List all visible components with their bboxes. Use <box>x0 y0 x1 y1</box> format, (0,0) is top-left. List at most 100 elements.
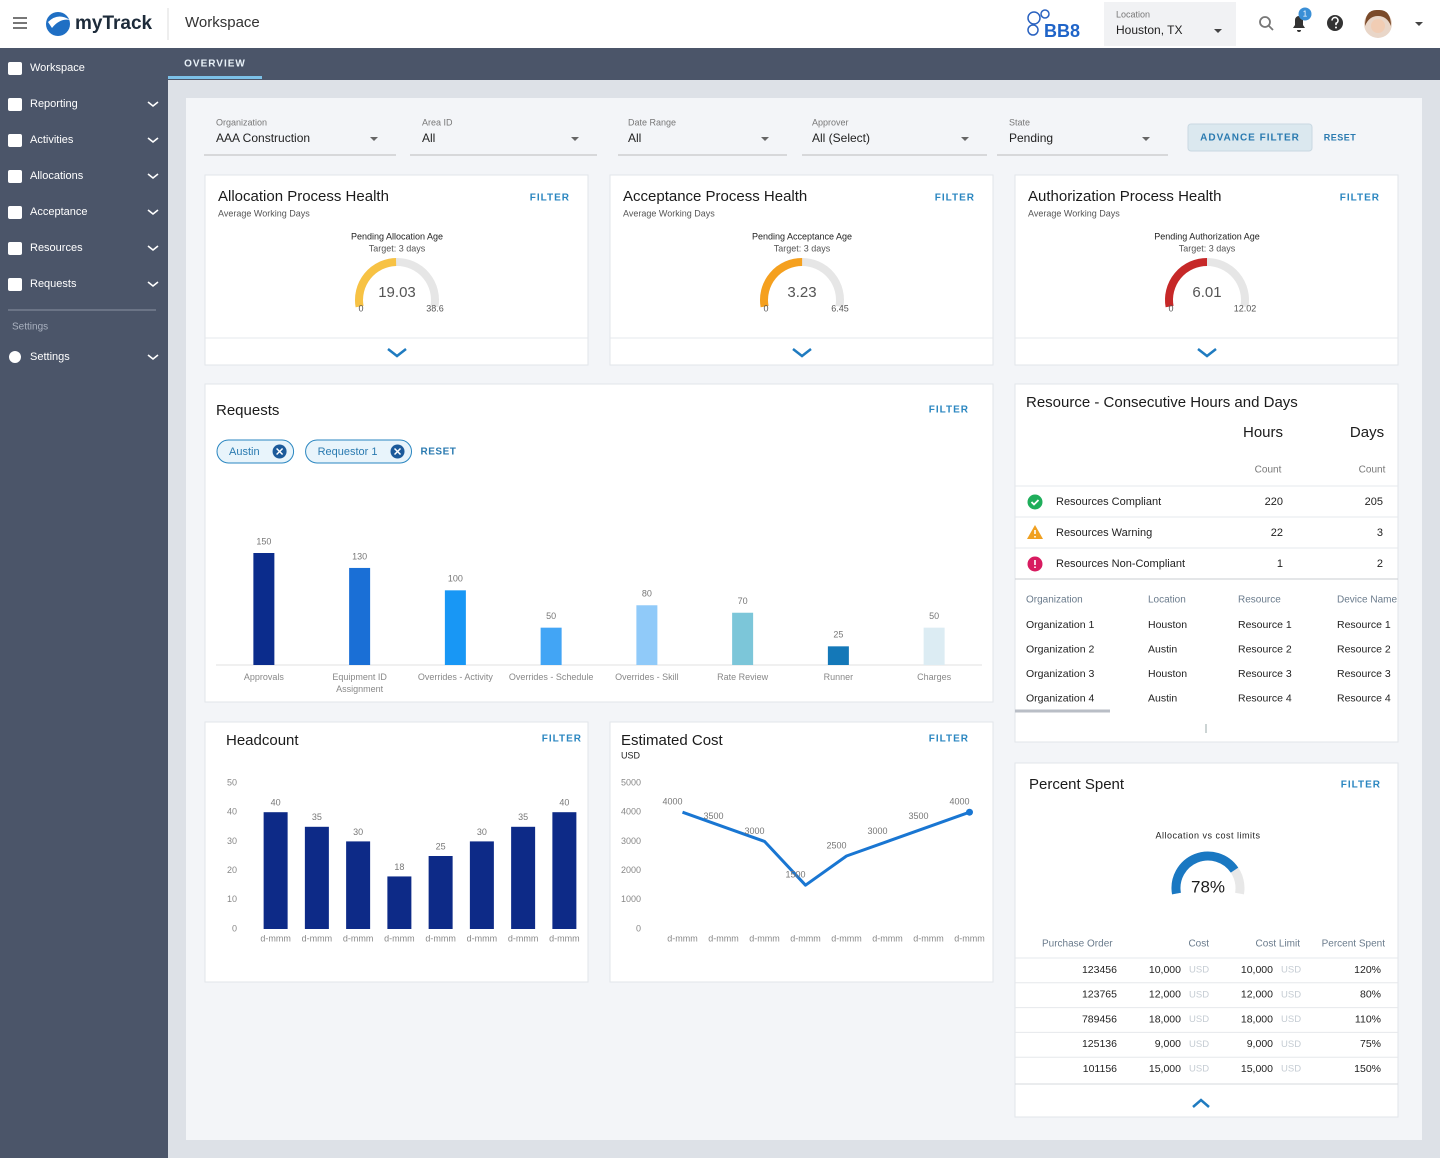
nav-item[interactable]: Workspace <box>30 62 85 74</box>
cell: 110% <box>1355 1013 1381 1025</box>
filter-value[interactable]: All <box>422 131 435 145</box>
cell: 12,000 <box>1241 989 1273 1001</box>
category-label: Charges <box>917 672 951 682</box>
advance-filter[interactable]: ADVANCE FILTER <box>1200 133 1300 144</box>
filter-button[interactable]: FILTER <box>542 734 582 745</box>
value-label: 30 <box>477 827 487 837</box>
cell: Resource 2 <box>1238 643 1292 655</box>
chip[interactable]: Austin <box>216 439 295 464</box>
expand-button[interactable] <box>1192 1098 1210 1108</box>
category-label: Overrides - Activity <box>417 672 493 682</box>
card-subtitle: Average Working Days <box>1028 208 1120 218</box>
cell: 75% <box>1360 1038 1381 1050</box>
filter-label: State <box>1009 117 1030 127</box>
filter-button[interactable]: FILTER <box>1341 780 1381 791</box>
nav-item[interactable]: Reporting <box>30 98 78 110</box>
brand: myTrack <box>75 13 153 34</box>
y-tick-label: 0 <box>636 923 641 933</box>
y-tick-label: 40 <box>227 807 237 817</box>
nav-item[interactable]: Requests <box>30 278 77 290</box>
avatar[interactable] <box>1364 9 1392 38</box>
x-tick-label: d-mmm <box>913 933 944 943</box>
gauge-label: Allocation vs cost limits <box>1155 830 1260 840</box>
category-label: Rate Review <box>717 672 769 682</box>
bar <box>636 605 658 665</box>
filter-button[interactable]: FILTER <box>530 193 570 204</box>
cell: 120% <box>1354 964 1381 976</box>
location-box[interactable] <box>1104 2 1236 46</box>
nav-item[interactable]: Allocations <box>30 170 84 182</box>
chip-label: Requestor 1 <box>318 446 378 458</box>
cell: Resource 1 <box>1238 619 1292 631</box>
nav-chevron <box>147 101 159 108</box>
column-header: Location <box>1148 595 1186 606</box>
nav-icon <box>8 98 22 111</box>
row-label: Resources Warning <box>1056 527 1152 539</box>
x-tick-label: d-mmm <box>549 933 580 943</box>
gauge-target: Target: 3 days <box>369 243 426 253</box>
value-label: 4000 <box>949 797 969 807</box>
card <box>609 721 994 983</box>
nav-item[interactable]: Activities <box>30 134 74 146</box>
value-label: 3000 <box>867 826 887 836</box>
filter-button[interactable]: FILTER <box>1340 193 1380 204</box>
bar <box>253 553 275 665</box>
x-tick-label: d-mmm <box>708 933 739 943</box>
logo: BB8 <box>1044 21 1080 41</box>
search-button[interactable] <box>1259 16 1274 31</box>
filter-value[interactable]: Pending <box>1009 131 1053 145</box>
filter-value[interactable]: AAA Construction <box>216 131 310 145</box>
cell: 12,000 <box>1149 989 1181 1001</box>
logo-gears <box>1027 9 1050 36</box>
nav-icon <box>8 134 22 147</box>
filter-button[interactable]: FILTER <box>929 734 969 745</box>
bar <box>540 627 562 665</box>
y-tick-label: 10 <box>227 894 237 904</box>
expand-button[interactable] <box>1197 348 1217 358</box>
nav-chevron <box>147 137 159 144</box>
filter-button[interactable]: FILTER <box>929 405 969 416</box>
expand-button[interactable] <box>792 348 812 358</box>
card <box>609 174 994 366</box>
advance-filter-button[interactable] <box>1187 123 1313 152</box>
line <box>681 810 971 887</box>
cell: Resource 2 <box>1337 643 1391 655</box>
value-label: 70 <box>738 596 748 606</box>
x-tick-label: d-mmm <box>831 933 862 943</box>
column-header: Organization <box>1026 595 1083 606</box>
nav-item[interactable]: Acceptance <box>30 206 87 218</box>
cell: 123765 <box>1082 989 1117 1001</box>
location-value: Houston, TX <box>1116 23 1182 37</box>
expand-button[interactable] <box>387 348 407 358</box>
bar <box>428 856 453 929</box>
help-button[interactable] <box>1327 15 1343 31</box>
chip[interactable]: Requestor 1 <box>305 439 413 464</box>
card-subtitle: Average Working Days <box>218 208 310 218</box>
card-title: Headcount <box>226 732 299 749</box>
card-subtitle: Average Working Days <box>623 208 715 218</box>
chip-body <box>305 439 413 464</box>
cell: Organization 3 <box>1026 668 1094 680</box>
tab-bar <box>168 48 1440 80</box>
card-title: Allocation Process Health <box>218 188 389 205</box>
column-header: Count <box>1359 465 1386 476</box>
caret <box>761 137 769 141</box>
cell: Houston <box>1148 668 1187 680</box>
cell: 18,000 <box>1149 1013 1181 1025</box>
caret <box>1415 22 1423 26</box>
point <box>966 808 973 816</box>
badge-count: 1 <box>1303 10 1308 19</box>
reset-button[interactable]: RESET <box>421 447 457 458</box>
notifications-button[interactable] <box>1293 16 1305 32</box>
gauge-min: 0 <box>763 303 768 313</box>
cell: 10,000 <box>1241 964 1273 976</box>
nav-item[interactable]: Resources <box>30 242 83 254</box>
tab[interactable]: OVERVIEW <box>184 59 246 70</box>
menu-button[interactable] <box>13 17 27 29</box>
filter-value[interactable]: All (Select) <box>812 131 870 145</box>
reset-button[interactable]: RESET <box>1324 132 1357 142</box>
nav-item[interactable]: Settings <box>30 351 70 363</box>
filter-button[interactable]: FILTER <box>935 193 975 204</box>
filter-value[interactable]: All <box>628 131 641 145</box>
